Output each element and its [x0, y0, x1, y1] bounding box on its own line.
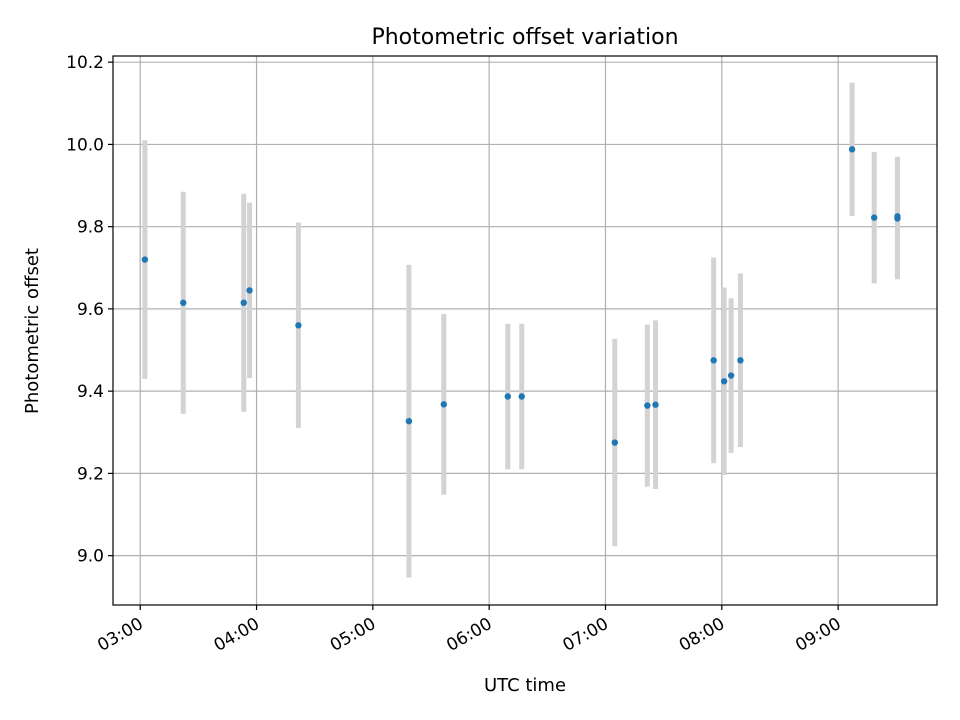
y-tick-label: 9.2: [77, 464, 104, 484]
data-point: [848, 146, 856, 153]
data-point: [710, 357, 717, 364]
x-axis: 03:00 04:00 05:00 06:00 07:00 08:00 09:00: [94, 605, 845, 656]
data-point: [894, 215, 901, 222]
data-point: [870, 214, 878, 221]
x-tick-label: 05:00: [327, 614, 379, 656]
chart-title: Photometric offset variation: [371, 25, 678, 50]
data-point: [652, 401, 659, 408]
data-point: [611, 439, 618, 446]
data-point: [727, 372, 735, 379]
data-point: [405, 417, 413, 425]
error-bars: [142, 82, 900, 578]
data-point: [180, 299, 187, 306]
y-tick-label: 10.0: [66, 135, 104, 155]
x-tick-label: 07:00: [560, 614, 612, 656]
y-tick-label: 9.6: [77, 300, 104, 320]
y-axis-label: Photometric offset: [22, 248, 43, 414]
y-tick-label: 9.0: [77, 547, 104, 567]
grid: [113, 56, 937, 605]
data-point: [295, 322, 302, 329]
data-point: [644, 402, 651, 409]
data-point: [141, 256, 149, 263]
y-tick-label: 10.2: [66, 53, 104, 73]
x-tick-label: 08:00: [676, 614, 728, 656]
x-tick-label: 06:00: [443, 614, 495, 656]
data-point: [246, 287, 253, 294]
data-points: [141, 146, 901, 446]
data-point: [737, 357, 744, 364]
data-point: [440, 401, 448, 408]
data-point: [504, 393, 511, 400]
data-point: [518, 393, 525, 400]
y-tick-label: 9.8: [77, 218, 104, 238]
data-point: [240, 299, 247, 306]
x-tick-label: 09:00: [792, 614, 844, 656]
data-point: [720, 378, 728, 385]
x-tick-label: 03:00: [94, 614, 146, 656]
y-tick-label: 9.4: [77, 382, 104, 402]
y-axis: 9.0 9.2 9.4 9.6 9.8 10.0 10.2: [66, 53, 113, 567]
x-tick-label: 04:00: [211, 614, 263, 656]
plot-frame: [112, 55, 938, 606]
x-axis-label: UTC time: [484, 675, 566, 696]
